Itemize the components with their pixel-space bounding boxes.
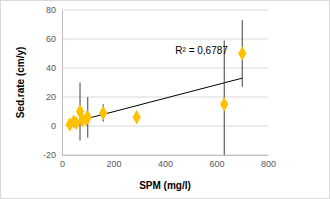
tick-label: 400 xyxy=(158,159,173,169)
tick-label: -20 xyxy=(43,150,56,160)
grid-line xyxy=(62,68,268,69)
plot-area: 0 200 400 600 800 -20 0 20 40 60 80 xyxy=(43,5,276,169)
point xyxy=(133,110,141,124)
tick-label: 200 xyxy=(106,159,121,169)
tick-label: 800 xyxy=(261,159,276,169)
tick-label: 40 xyxy=(46,63,56,73)
grid xyxy=(62,10,268,155)
tick: 20 xyxy=(46,92,62,102)
point xyxy=(72,116,80,130)
tick: 400 xyxy=(158,155,173,169)
tick-label: 60 xyxy=(46,34,56,44)
tick: 40 xyxy=(46,63,62,73)
grid-line xyxy=(62,155,268,156)
chart: 0 200 400 600 800 -20 0 20 40 60 80 R² = 0,6787 SPM … xyxy=(0,0,330,199)
tick: 200 xyxy=(106,155,121,169)
grid-line xyxy=(62,97,268,98)
point xyxy=(99,106,107,120)
grid-line xyxy=(62,126,268,127)
tick: 0 xyxy=(51,121,62,131)
tick: 600 xyxy=(209,155,224,169)
error-bars xyxy=(70,20,243,155)
x-axis: 0 200 400 600 800 xyxy=(60,155,276,169)
annotation: R² = 0,6787 xyxy=(175,45,228,56)
tick: -20 xyxy=(43,150,62,160)
point xyxy=(84,110,92,124)
tick: 60 xyxy=(46,34,62,44)
data-marks xyxy=(66,20,247,155)
tick-label: 20 xyxy=(46,92,56,102)
tick: 800 xyxy=(261,155,276,169)
y-axis-title: Sed.rate (cm/y) xyxy=(15,47,26,119)
tick-label: 80 xyxy=(46,5,56,15)
chart-frame xyxy=(1,1,330,199)
point xyxy=(238,46,246,60)
points xyxy=(66,46,247,131)
x-axis-title: SPM (mg/l) xyxy=(139,180,191,191)
y-axis: -20 0 20 40 60 80 xyxy=(43,5,63,160)
tick-label: 600 xyxy=(209,159,224,169)
grid-line xyxy=(62,10,268,11)
tick: 0 xyxy=(60,155,65,169)
tick: 80 xyxy=(46,5,62,15)
axis-line xyxy=(63,155,269,156)
axis-line xyxy=(62,11,63,156)
tick-label: 0 xyxy=(60,159,65,169)
trendline xyxy=(70,78,243,123)
grid-line xyxy=(62,39,268,40)
tick-label: 0 xyxy=(51,121,56,131)
point xyxy=(220,97,228,111)
